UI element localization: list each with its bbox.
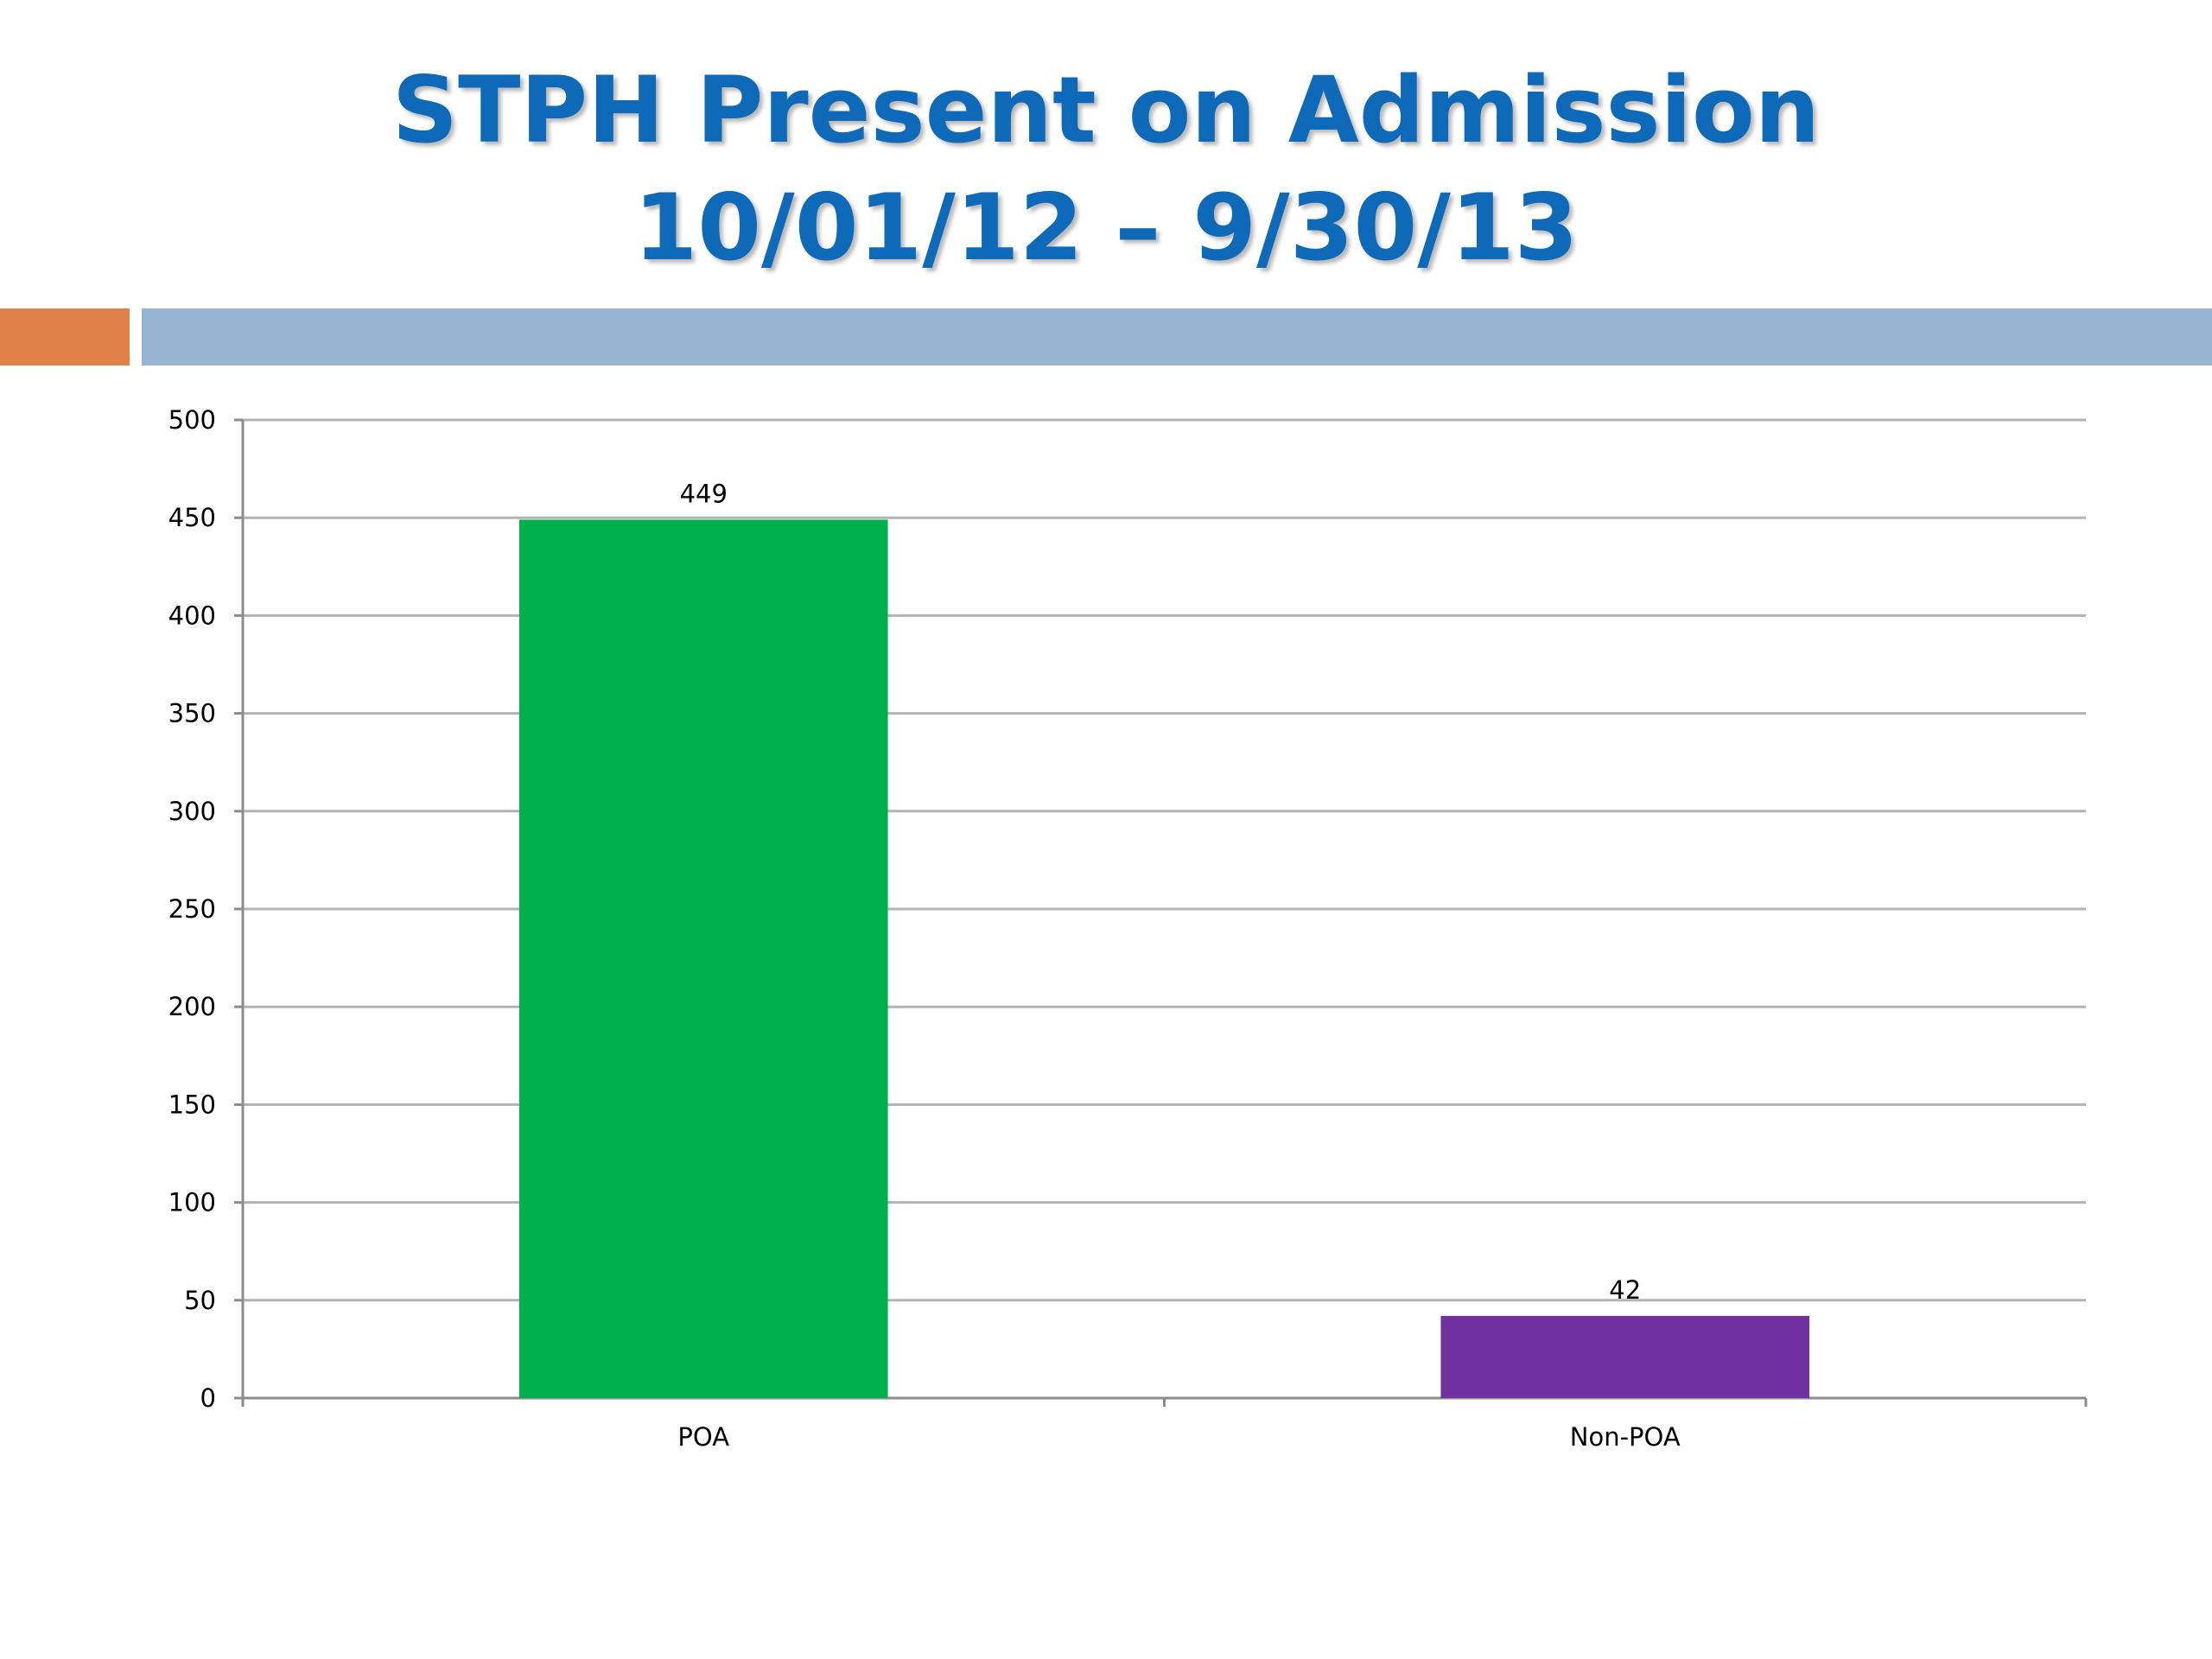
y-tick-label: 200 (168, 992, 216, 1021)
accent-bar-orange (0, 308, 130, 365)
slide-title: STPH Present on Admission 10/01/12 – 9/3… (0, 52, 2212, 287)
y-tick-label: 150 (168, 1090, 216, 1119)
data-label: 42 (1609, 1275, 1641, 1305)
y-tick-label: 450 (168, 503, 216, 532)
y-tick-label: 400 (168, 601, 216, 630)
y-tick-label: 50 (184, 1286, 216, 1315)
y-tick-label: 100 (168, 1188, 216, 1217)
y-tick-label: 250 (168, 894, 216, 924)
bar-non-poa (1440, 1315, 1810, 1398)
accent-bar-blue (142, 308, 2212, 365)
y-tick-label: 350 (168, 699, 216, 728)
category-label: POA (677, 1422, 729, 1452)
y-tick-label: 0 (200, 1383, 216, 1413)
title-line-1: STPH Present on Admission (391, 57, 1821, 163)
y-tick-label: 300 (168, 797, 216, 826)
bar-poa (518, 519, 888, 1398)
title-line-2: 10/01/12 – 9/30/13 (633, 175, 1579, 281)
data-label: 449 (680, 479, 728, 508)
category-label: Non-POA (1570, 1422, 1681, 1452)
y-tick-label: 500 (168, 405, 216, 435)
